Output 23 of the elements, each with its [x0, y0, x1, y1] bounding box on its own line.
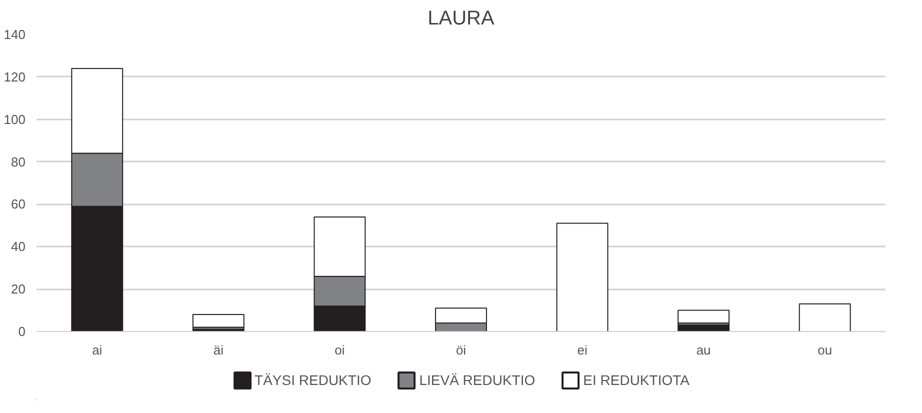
x-tick-label: au	[696, 342, 711, 358]
x-tick-label: oi	[334, 342, 345, 358]
bar	[192, 314, 244, 328]
bar	[798, 303, 851, 332]
legend-label: TÄYSI REDUKTIO	[254, 372, 372, 388]
x-tick-label: ei	[577, 342, 588, 358]
y-tick-label: 120	[4, 69, 26, 84]
y-tick-label: 80	[11, 154, 26, 170]
legend-label: EI REDUKTIOTA	[583, 372, 690, 388]
x-tick-label: öi	[456, 342, 466, 358]
y-tick-label: 100	[4, 112, 26, 127]
bar	[556, 222, 608, 332]
y-tick-label: 0	[18, 324, 26, 339]
chart-title: LAURA	[428, 8, 496, 30]
legend-label: LIEVÄ REDUKTIO	[419, 372, 536, 388]
y-tick-label: 20	[11, 282, 26, 297]
x-tick-label: ou	[818, 342, 832, 358]
y-tick-label: 140	[4, 27, 26, 42]
x-tick-label: äi	[213, 342, 224, 358]
x-tick-label: ai	[92, 342, 102, 358]
y-tick-label: 60	[11, 196, 26, 212]
y-tick-label: 40	[11, 239, 26, 254]
bar	[678, 310, 730, 324]
